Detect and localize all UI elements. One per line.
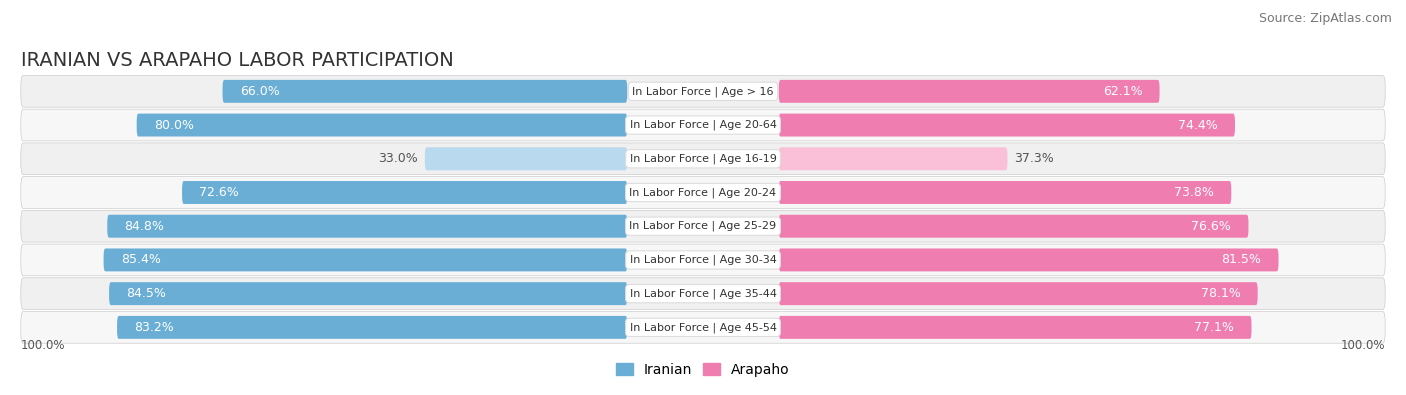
FancyBboxPatch shape	[21, 312, 1385, 343]
Text: 73.8%: 73.8%	[1174, 186, 1213, 199]
FancyBboxPatch shape	[21, 75, 1385, 107]
Text: In Labor Force | Age 45-54: In Labor Force | Age 45-54	[630, 322, 776, 333]
FancyBboxPatch shape	[21, 143, 1385, 175]
Text: 33.0%: 33.0%	[378, 152, 418, 165]
Text: 78.1%: 78.1%	[1201, 287, 1240, 300]
FancyBboxPatch shape	[21, 211, 1385, 242]
FancyBboxPatch shape	[779, 80, 1160, 103]
Text: 84.8%: 84.8%	[125, 220, 165, 233]
FancyBboxPatch shape	[110, 282, 627, 305]
Text: In Labor Force | Age 20-24: In Labor Force | Age 20-24	[630, 187, 776, 198]
FancyBboxPatch shape	[136, 114, 627, 137]
Text: In Labor Force | Age > 16: In Labor Force | Age > 16	[633, 86, 773, 97]
FancyBboxPatch shape	[779, 147, 1008, 170]
Text: In Labor Force | Age 25-29: In Labor Force | Age 25-29	[630, 221, 776, 231]
FancyBboxPatch shape	[779, 114, 1234, 137]
Text: 76.6%: 76.6%	[1191, 220, 1232, 233]
Text: 62.1%: 62.1%	[1102, 85, 1142, 98]
Text: In Labor Force | Age 20-64: In Labor Force | Age 20-64	[630, 120, 776, 130]
Text: In Labor Force | Age 35-44: In Labor Force | Age 35-44	[630, 288, 776, 299]
Text: 85.4%: 85.4%	[121, 254, 160, 267]
Text: In Labor Force | Age 30-34: In Labor Force | Age 30-34	[630, 255, 776, 265]
FancyBboxPatch shape	[104, 248, 627, 271]
FancyBboxPatch shape	[117, 316, 627, 339]
Text: 83.2%: 83.2%	[135, 321, 174, 334]
Text: In Labor Force | Age 16-19: In Labor Force | Age 16-19	[630, 154, 776, 164]
Text: 74.4%: 74.4%	[1178, 118, 1218, 132]
Text: 100.0%: 100.0%	[1340, 339, 1385, 352]
FancyBboxPatch shape	[21, 278, 1385, 310]
Text: 100.0%: 100.0%	[21, 339, 66, 352]
FancyBboxPatch shape	[21, 109, 1385, 141]
Text: 84.5%: 84.5%	[127, 287, 166, 300]
Text: IRANIAN VS ARAPAHO LABOR PARTICIPATION: IRANIAN VS ARAPAHO LABOR PARTICIPATION	[21, 51, 454, 70]
Text: 66.0%: 66.0%	[240, 85, 280, 98]
Text: 77.1%: 77.1%	[1195, 321, 1234, 334]
FancyBboxPatch shape	[21, 244, 1385, 276]
Text: 37.3%: 37.3%	[1014, 152, 1054, 165]
FancyBboxPatch shape	[779, 181, 1232, 204]
Text: 80.0%: 80.0%	[153, 118, 194, 132]
FancyBboxPatch shape	[107, 215, 627, 238]
FancyBboxPatch shape	[779, 215, 1249, 238]
FancyBboxPatch shape	[21, 177, 1385, 208]
Legend: Iranian, Arapaho: Iranian, Arapaho	[616, 363, 790, 376]
FancyBboxPatch shape	[779, 316, 1251, 339]
Text: 72.6%: 72.6%	[200, 186, 239, 199]
FancyBboxPatch shape	[181, 181, 627, 204]
Text: Source: ZipAtlas.com: Source: ZipAtlas.com	[1258, 12, 1392, 25]
FancyBboxPatch shape	[222, 80, 627, 103]
FancyBboxPatch shape	[779, 248, 1278, 271]
FancyBboxPatch shape	[779, 282, 1257, 305]
FancyBboxPatch shape	[425, 147, 627, 170]
Text: 81.5%: 81.5%	[1222, 254, 1261, 267]
